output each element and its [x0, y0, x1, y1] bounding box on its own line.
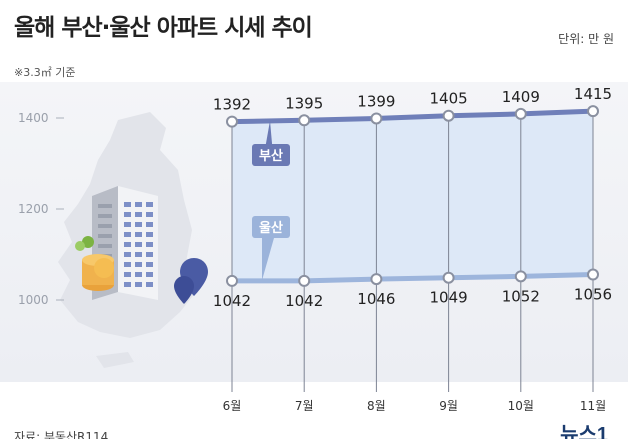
- x-tick-label: 10월: [508, 399, 534, 413]
- ulsan-data-point: [226, 274, 238, 287]
- x-tick-label: 8월: [367, 399, 386, 413]
- ulsan-data-label: 1056: [574, 286, 612, 304]
- ulsan-data-point: [442, 271, 455, 284]
- busan-data-label: 1395: [285, 94, 323, 112]
- ulsan-tag-pointer: [262, 238, 274, 281]
- news-logo: 뉴스1: [560, 424, 608, 439]
- ulsan-tag-box: [252, 216, 290, 238]
- area-between-series: [232, 111, 593, 281]
- busan-data-point: [587, 105, 599, 118]
- busan-data-label: 1415: [574, 85, 612, 103]
- busan-tag-box: [252, 144, 290, 166]
- busan-data-point: [298, 114, 311, 127]
- source-label: 자료: 부동산R114: [14, 430, 109, 439]
- coins-icon: [75, 236, 114, 291]
- jeju-icon: [96, 352, 134, 368]
- ulsan-data-label: 1052: [502, 287, 540, 305]
- busan-data-label: 1405: [430, 90, 468, 108]
- x-tick-label: 9월: [439, 399, 458, 413]
- ulsan-series-name: 울산: [259, 220, 283, 236]
- ulsan-series-line: [232, 272, 594, 284]
- ulsan-data-label: 1049: [430, 289, 468, 307]
- y-tick-label: 1000: [18, 293, 49, 307]
- ulsan-data-point: [370, 273, 383, 286]
- x-tick-label: 7월: [295, 399, 314, 413]
- unit-label: 단위: 만 원: [558, 32, 614, 46]
- ulsan-data-point: [298, 274, 311, 287]
- ulsan-data-label: 1046: [357, 290, 395, 308]
- y-tick-label: 1200: [18, 202, 49, 216]
- busan-data-point: [226, 115, 238, 128]
- map-pin-icon: [174, 276, 194, 304]
- busan-data-point: [370, 112, 383, 125]
- page-title: 올해 부산·울산 아파트 시세 추이: [14, 15, 313, 41]
- ulsan-data-point: [514, 270, 527, 283]
- x-tick-label: 6월: [223, 399, 242, 413]
- ulsan-data-point: [587, 268, 599, 281]
- busan-series-line: [231, 108, 594, 125]
- busan-data-point: [514, 107, 527, 120]
- busan-data-label: 1392: [213, 96, 251, 114]
- busan-data-label: 1399: [357, 92, 395, 110]
- y-tick-label: 1400: [18, 111, 49, 125]
- busan-data-point: [442, 109, 455, 122]
- ulsan-data-label: 1042: [213, 292, 251, 310]
- busan-series-name: 부산: [259, 148, 283, 164]
- ulsan-data-label: 1042: [285, 292, 323, 310]
- x-tick-label: 11월: [580, 399, 606, 413]
- note-label: ※3.3㎡ 기준: [14, 66, 76, 79]
- busan-data-label: 1409: [502, 88, 540, 106]
